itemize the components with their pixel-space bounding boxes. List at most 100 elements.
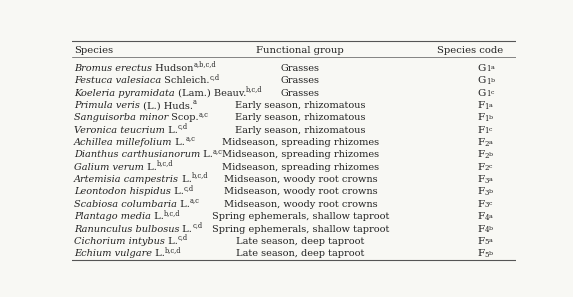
Text: c,d: c,d — [183, 184, 194, 192]
Text: b: b — [489, 152, 493, 157]
Text: Early season, rhizomatous: Early season, rhizomatous — [235, 113, 366, 122]
Text: b: b — [489, 189, 493, 194]
Text: L.: L. — [144, 163, 156, 172]
Text: Midseason, woody root crowns: Midseason, woody root crowns — [223, 200, 377, 209]
Text: L.: L. — [177, 200, 190, 209]
Text: 4: 4 — [485, 226, 489, 234]
Text: b,c,d: b,c,d — [164, 209, 180, 217]
Text: (Lam.) Beauv.: (Lam.) Beauv. — [175, 89, 246, 98]
Text: Species code: Species code — [437, 46, 503, 55]
Text: L.: L. — [164, 126, 178, 135]
Text: (L.) Huds.: (L.) Huds. — [140, 101, 193, 110]
Text: Sanguisorba minor: Sanguisorba minor — [74, 113, 168, 122]
Text: Midseason, spreading rhizomes: Midseason, spreading rhizomes — [222, 163, 379, 172]
Text: Spring ephemerals, shallow taproot: Spring ephemerals, shallow taproot — [211, 212, 389, 221]
Text: F: F — [477, 163, 485, 172]
Text: a: a — [490, 66, 494, 70]
Text: 2: 2 — [485, 152, 489, 160]
Text: F: F — [477, 151, 485, 159]
Text: Functional group: Functional group — [257, 46, 344, 55]
Text: L.: L. — [152, 249, 164, 258]
Text: Festuca valesiaca: Festuca valesiaca — [74, 76, 161, 85]
Text: Midseason, spreading rhizomes: Midseason, spreading rhizomes — [222, 151, 379, 159]
Text: b,c,d: b,c,d — [246, 85, 262, 93]
Text: b,c,d: b,c,d — [192, 172, 208, 180]
Text: b: b — [489, 226, 493, 231]
Text: 3: 3 — [485, 189, 489, 197]
Text: 3: 3 — [485, 177, 489, 185]
Text: c: c — [489, 127, 493, 132]
Text: 1: 1 — [486, 90, 490, 98]
Text: L.: L. — [172, 138, 185, 147]
Text: a: a — [489, 214, 493, 219]
Text: a,c: a,c — [190, 196, 199, 204]
Text: L.: L. — [200, 151, 213, 159]
Text: G: G — [477, 76, 486, 85]
Text: Spring ephemerals, shallow taproot: Spring ephemerals, shallow taproot — [211, 225, 389, 233]
Text: Grasses: Grasses — [281, 89, 320, 98]
Text: 2: 2 — [485, 140, 489, 148]
Text: 1: 1 — [485, 115, 489, 123]
Text: a: a — [489, 102, 493, 108]
Text: Achillea millefolium: Achillea millefolium — [74, 138, 172, 147]
Text: b: b — [489, 115, 493, 120]
Text: L.: L. — [164, 237, 178, 246]
Text: 5: 5 — [485, 251, 489, 259]
Text: L.: L. — [179, 175, 192, 184]
Text: Grasses: Grasses — [281, 76, 320, 85]
Text: G: G — [477, 89, 486, 98]
Text: c: c — [490, 90, 494, 95]
Text: Artemisia campestris: Artemisia campestris — [74, 175, 179, 184]
Text: Late season, deep taproot: Late season, deep taproot — [236, 237, 364, 246]
Text: Early season, rhizomatous: Early season, rhizomatous — [235, 101, 366, 110]
Text: c,d: c,d — [192, 221, 202, 229]
Text: F: F — [477, 126, 485, 135]
Text: L.: L. — [179, 225, 192, 233]
Text: F: F — [477, 138, 485, 147]
Text: Dianthus carthusianorum: Dianthus carthusianorum — [74, 151, 200, 159]
Text: Cichorium intybus: Cichorium intybus — [74, 237, 164, 246]
Text: F: F — [477, 113, 485, 122]
Text: Midseason, spreading rhizomes: Midseason, spreading rhizomes — [222, 138, 379, 147]
Text: a,c: a,c — [185, 135, 195, 143]
Text: b,c,d: b,c,d — [156, 159, 173, 167]
Text: 1: 1 — [485, 127, 489, 135]
Text: c,d: c,d — [178, 122, 188, 130]
Text: c: c — [489, 201, 493, 206]
Text: a: a — [489, 140, 493, 145]
Text: Grasses: Grasses — [281, 64, 320, 73]
Text: c,d: c,d — [210, 73, 219, 81]
Text: c: c — [489, 164, 493, 169]
Text: a: a — [193, 97, 197, 105]
Text: F: F — [477, 212, 485, 221]
Text: F: F — [477, 200, 485, 209]
Text: Bromus erectus: Bromus erectus — [74, 64, 152, 73]
Text: F: F — [477, 237, 485, 246]
Text: 1: 1 — [486, 66, 490, 73]
Text: a,c: a,c — [213, 147, 223, 155]
Text: Scop.: Scop. — [168, 113, 199, 122]
Text: Plantago media: Plantago media — [74, 212, 151, 221]
Text: G: G — [477, 64, 486, 73]
Text: Midseason, woody root crowns: Midseason, woody root crowns — [223, 187, 377, 197]
Text: Scabiosa columbaria: Scabiosa columbaria — [74, 200, 177, 209]
Text: 5: 5 — [485, 238, 489, 247]
Text: L.: L. — [151, 212, 164, 221]
Text: Hudson: Hudson — [152, 64, 193, 73]
Text: a: a — [489, 177, 493, 182]
Text: b,c,d: b,c,d — [164, 246, 181, 254]
Text: Echium vulgare: Echium vulgare — [74, 249, 152, 258]
Text: Schleich.: Schleich. — [161, 76, 210, 85]
Text: F: F — [477, 187, 485, 197]
Text: Primula veris: Primula veris — [74, 101, 140, 110]
Text: Veronica teucrium: Veronica teucrium — [74, 126, 164, 135]
Text: a: a — [489, 238, 493, 243]
Text: Koeleria pyramidata: Koeleria pyramidata — [74, 89, 175, 98]
Text: Ranunculus bulbosus: Ranunculus bulbosus — [74, 225, 179, 233]
Text: 1: 1 — [486, 78, 490, 86]
Text: a,c: a,c — [199, 110, 209, 118]
Text: b: b — [489, 251, 493, 256]
Text: 2: 2 — [485, 164, 489, 172]
Text: a,b,c,d: a,b,c,d — [193, 61, 216, 69]
Text: b: b — [490, 78, 494, 83]
